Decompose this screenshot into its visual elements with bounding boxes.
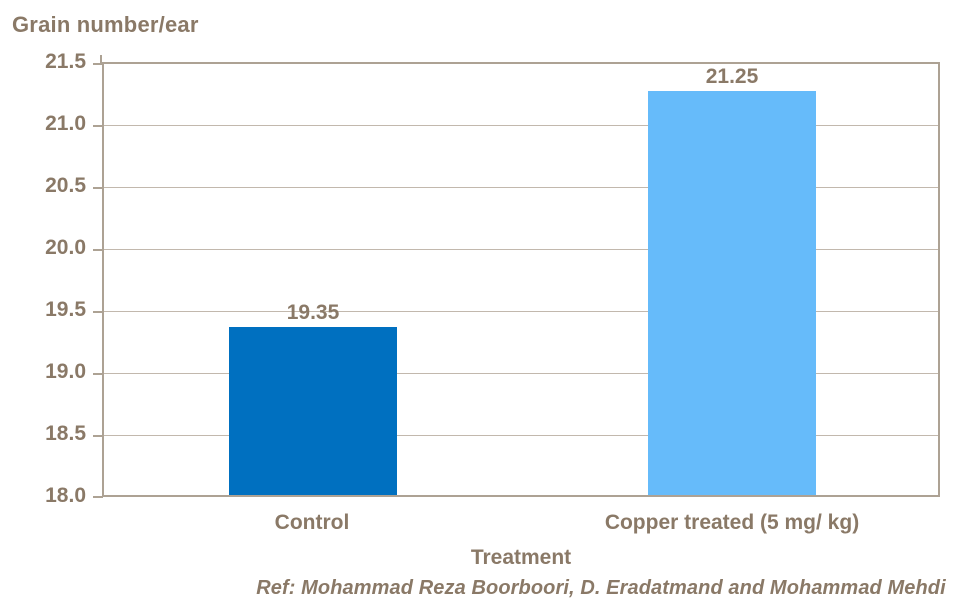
plot-area: 19.35 21.25 (93, 62, 940, 498)
y-axis-tick (93, 496, 103, 498)
y-axis-tick (93, 249, 103, 251)
gridline (104, 373, 938, 374)
gridline (104, 249, 938, 250)
y-axis-tick-label: 20.5 (45, 174, 86, 197)
chart-title: Grain number/ear (12, 12, 199, 37)
bar-control (229, 327, 397, 495)
y-axis-tick (93, 125, 103, 127)
y-axis-tick (93, 187, 103, 189)
x-axis-category-label: Control (274, 511, 350, 534)
y-axis-tick-label: 21.0 (45, 112, 86, 135)
bar-copper-treated (648, 91, 816, 495)
y-axis-tick (93, 435, 103, 437)
y-axis-tick-label: 19.0 (45, 360, 86, 383)
y-axis-tick (93, 311, 103, 313)
y-axis-tick-label: 18.0 (45, 484, 86, 507)
y-axis-tick (93, 373, 103, 375)
y-axis-tick-label: 18.5 (45, 422, 86, 445)
y-axis-tick-label: 21.5 (45, 50, 86, 73)
gridline (104, 435, 938, 436)
y-axis-tick-label: 19.5 (45, 298, 86, 321)
y-axis-line (100, 55, 102, 63)
bar-value-label: 21.25 (705, 65, 759, 88)
bar-value-label: 19.35 (286, 301, 340, 324)
y-axis-tick-label: 20.0 (45, 236, 86, 259)
gridline (104, 125, 938, 126)
gridline (104, 311, 938, 312)
y-axis-tick (93, 63, 103, 65)
reference-text: Ref: Mohammad Reza Boorboori, D. Eradatm… (256, 577, 946, 599)
gridline (104, 187, 938, 188)
x-axis-title: Treatment (470, 546, 572, 569)
x-axis-category-label: Copper treated (5 mg/ kg) (604, 511, 860, 534)
